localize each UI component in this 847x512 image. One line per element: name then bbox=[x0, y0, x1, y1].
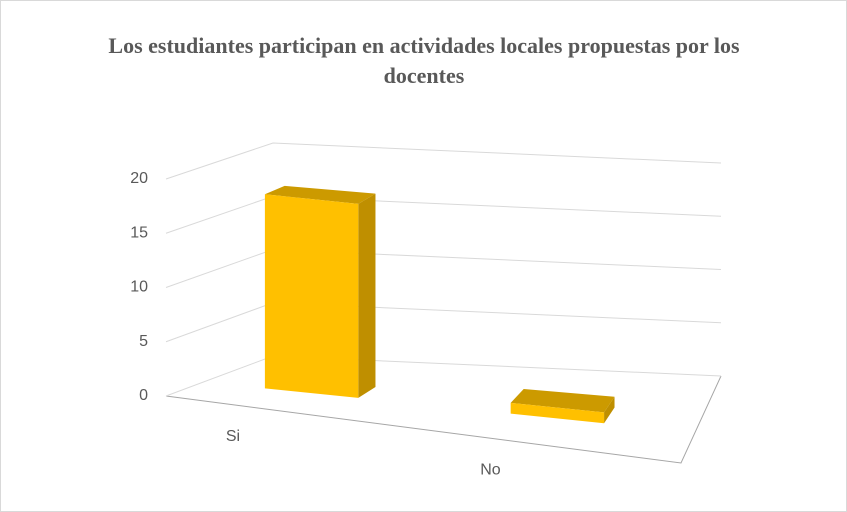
bar-side bbox=[358, 193, 376, 398]
y-tick-label: 0 bbox=[139, 387, 148, 404]
floor-edge bbox=[165, 375, 722, 464]
y-tick-label: 15 bbox=[130, 224, 148, 241]
chart-title: Los estudiantes participan en actividade… bbox=[108, 33, 740, 88]
bar-top bbox=[510, 388, 615, 413]
bar-front bbox=[510, 402, 605, 424]
y-tick-label: 20 bbox=[130, 170, 148, 187]
bar-top bbox=[264, 185, 376, 204]
grid-line bbox=[165, 142, 722, 180]
y-tick-label: 10 bbox=[130, 279, 148, 296]
grid-line bbox=[165, 195, 722, 234]
x-tick-label: Si bbox=[226, 428, 240, 445]
bar-side bbox=[604, 396, 615, 424]
grid-line bbox=[165, 355, 722, 397]
x-tick-label: No bbox=[480, 461, 501, 478]
bar-front bbox=[264, 194, 359, 398]
grid-line bbox=[165, 302, 722, 343]
grid-line bbox=[165, 248, 722, 288]
y-tick-label: 5 bbox=[139, 333, 148, 350]
